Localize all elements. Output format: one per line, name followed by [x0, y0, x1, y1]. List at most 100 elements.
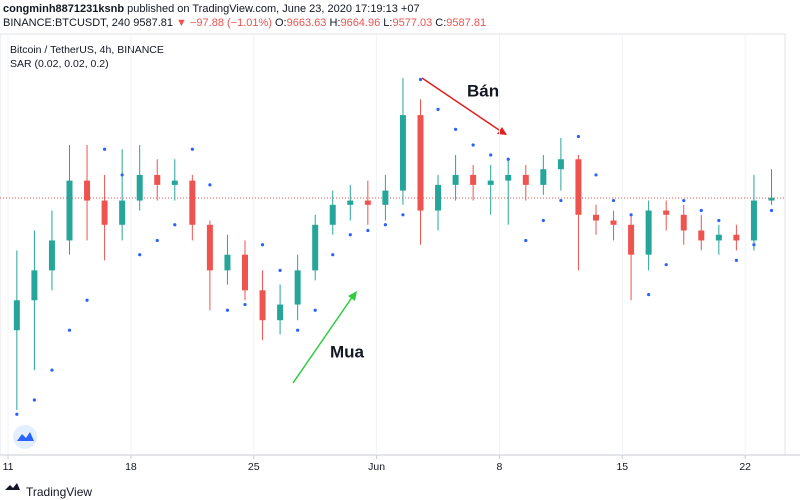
candle-body	[347, 200, 354, 205]
sar-dot	[453, 127, 458, 131]
sar-dot	[576, 134, 581, 139]
candle-body	[698, 230, 705, 241]
sar-dot	[243, 302, 247, 307]
annotation: Bán	[467, 81, 499, 100]
o: 9663.63	[286, 17, 327, 29]
sar-dot	[296, 328, 300, 332]
l: 9577.03	[392, 17, 433, 29]
candle-body	[136, 174, 143, 201]
candle-body	[505, 174, 512, 181]
header-line: BINANCE:BTCUSDT, 240 9587.81 ▼ −97.88 (−…	[3, 16, 486, 30]
logo-icon	[17, 432, 34, 441]
sar-dot	[50, 368, 54, 372]
candle-body	[31, 270, 38, 301]
candle-body	[119, 200, 126, 225]
sar-dot	[752, 243, 756, 247]
sar-dot	[471, 143, 475, 147]
sar-dot	[278, 268, 282, 272]
x-tick-label: 22	[739, 461, 751, 473]
published: published on TradingView.com, June 23, 2…	[127, 3, 420, 15]
candle-body	[277, 304, 284, 321]
sar-dot	[401, 213, 405, 217]
candle-body	[470, 174, 477, 185]
candle-body	[733, 234, 740, 241]
x-tick-label: Jun	[368, 461, 385, 473]
candle-body	[715, 234, 722, 241]
sar-dot	[506, 157, 510, 161]
sar-dot	[524, 238, 528, 243]
o-label: O:	[275, 17, 287, 29]
sar-dot	[629, 213, 633, 217]
sar-dot	[67, 328, 72, 332]
sar-dot	[260, 243, 265, 247]
symbol: BINANCE:BTCUSDT, 240	[3, 17, 131, 29]
sar-dot	[734, 258, 738, 262]
candle-body	[680, 214, 687, 231]
x-tick-label: 15	[616, 461, 628, 473]
last: 9587.81	[133, 17, 173, 29]
candle-body	[13, 300, 20, 331]
candle-body	[84, 180, 91, 201]
buy-arrow	[292, 295, 354, 384]
candle-body	[557, 159, 564, 170]
sar-dot	[313, 308, 317, 312]
sar-dot	[418, 77, 423, 82]
c: 9587.81	[446, 17, 487, 29]
sar-dot	[225, 308, 230, 312]
sar-dot	[331, 253, 335, 257]
candle-body	[312, 224, 319, 271]
candle-body	[575, 159, 582, 215]
sar-dot	[664, 263, 668, 267]
sar-dot	[348, 233, 352, 237]
sar-dot	[102, 147, 107, 151]
sar-dot	[559, 198, 563, 203]
candle-body	[610, 220, 617, 225]
candle-body	[189, 180, 196, 225]
l-label: L:	[383, 17, 393, 29]
candle-body	[435, 184, 442, 211]
sar-dot	[32, 398, 36, 402]
sar-dot	[15, 412, 19, 416]
footer-logo	[5, 483, 20, 490]
annotation: Mua	[330, 342, 365, 361]
sar-dot	[155, 238, 159, 243]
sar-dot	[173, 223, 177, 227]
change: ▼ −97.88 (−1.01%)	[176, 17, 272, 29]
candle-body	[224, 254, 231, 271]
sar-dot	[769, 208, 774, 213]
plot-frame	[0, 33, 786, 456]
sar-dot	[208, 183, 212, 187]
candle-body	[66, 180, 73, 241]
sar-dot	[489, 153, 493, 157]
sell-arrow	[421, 77, 503, 133]
sar-dot	[611, 198, 616, 203]
candle-body	[452, 174, 459, 185]
x-tick-label: 11	[3, 461, 14, 473]
candle-body	[154, 174, 161, 185]
sar-dot	[541, 218, 545, 223]
sar-dot	[85, 298, 89, 302]
header-line: congminh8871231ksnb published on Trading…	[3, 2, 486, 16]
header: congminh8871231ksnb published on Trading…	[3, 2, 486, 30]
candle-body	[364, 200, 371, 205]
buy-arrowhead	[348, 291, 357, 301]
x-tick-label: 18	[125, 461, 137, 473]
candle-body	[329, 204, 336, 225]
candle-body	[399, 115, 406, 191]
candle-body	[417, 115, 424, 211]
candle-body	[241, 254, 248, 291]
sar-dot	[699, 208, 703, 213]
indicator-label: SAR (0.02, 0.02, 0.2)	[10, 58, 109, 70]
candle-body	[628, 224, 635, 255]
candle-body	[768, 197, 775, 201]
candle-body	[522, 174, 529, 185]
h-label: H:	[329, 17, 341, 29]
sar-dot	[383, 223, 387, 227]
author: congminh8871231ksnb	[3, 3, 125, 15]
candle-body	[382, 190, 389, 205]
chart-title: Bitcoin / TetherUS, 4h, BINANCE	[10, 44, 164, 56]
sar-dot	[190, 147, 194, 151]
candle-body	[294, 270, 301, 305]
sar-dot	[682, 198, 686, 203]
